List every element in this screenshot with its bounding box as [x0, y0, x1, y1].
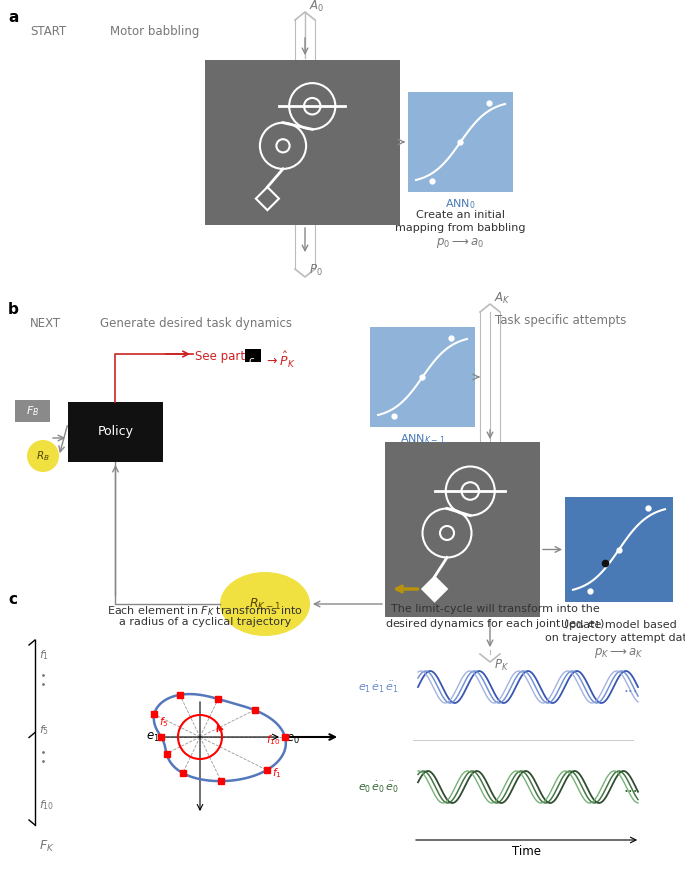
- Bar: [68, 402, 163, 462]
- Bar: [385, 442, 540, 617]
- FancyBboxPatch shape: [245, 349, 261, 362]
- Text: $P_0$: $P_0$: [309, 263, 323, 278]
- Text: Update model based: Update model based: [561, 620, 677, 630]
- Text: c: c: [8, 592, 17, 607]
- Text: $f_1$: $f_1$: [272, 766, 282, 780]
- Text: $e_1\,\dot{e}_1\,\ddot{e}_1$: $e_1\,\dot{e}_1\,\ddot{e}_1$: [358, 679, 399, 695]
- Text: $A_K$: $A_K$: [494, 291, 510, 306]
- Polygon shape: [423, 577, 447, 601]
- Text: $e_1$: $e_1$: [146, 731, 160, 744]
- Text: ANN$_{K-1}$: ANN$_{K-1}$: [400, 432, 445, 446]
- Text: $f_{10}$: $f_{10}$: [266, 733, 280, 747]
- Text: Motor babbling: Motor babbling: [110, 25, 199, 38]
- Text: on trajectory attempt data: on trajectory attempt data: [545, 633, 685, 643]
- Text: $e_0\,\dot{e}_0\,\ddot{e}_0$: $e_0\,\dot{e}_0\,\ddot{e}_0$: [358, 780, 399, 794]
- Text: Task specific attempts: Task specific attempts: [495, 314, 626, 327]
- Text: NEXT: NEXT: [30, 317, 61, 330]
- Text: mapping from babbling: mapping from babbling: [395, 223, 526, 233]
- Text: a radius of a cyclical trajectory: a radius of a cyclical trajectory: [119, 617, 291, 627]
- Text: $f_1$: $f_1$: [39, 648, 49, 662]
- Text: $f_{10}$: $f_{10}$: [39, 798, 54, 812]
- Bar: [15, 400, 50, 422]
- Text: START: START: [30, 25, 66, 38]
- Text: $e_0$: $e_0$: [286, 733, 300, 746]
- Circle shape: [27, 440, 59, 472]
- Text: $A_0$: $A_0$: [309, 0, 324, 14]
- Text: $F_K$: $F_K$: [39, 839, 55, 854]
- Text: ...: ...: [623, 780, 638, 794]
- Text: b: b: [8, 302, 19, 317]
- Text: Generate desired task dynamics: Generate desired task dynamics: [100, 317, 292, 330]
- Text: $f_5$: $f_5$: [159, 715, 169, 729]
- Text: $P_K$: $P_K$: [494, 658, 509, 673]
- Text: ANN$_0$: ANN$_0$: [445, 197, 476, 210]
- Text: The limit-cycle will transform into the: The limit-cycle will transform into the: [390, 604, 599, 614]
- Text: c.: c.: [249, 356, 258, 366]
- Text: $p_0 \longrightarrow a_0$: $p_0 \longrightarrow a_0$: [436, 236, 485, 250]
- Text: $f_5$: $f_5$: [39, 723, 49, 737]
- Text: ...: ...: [623, 679, 638, 695]
- Bar: [408, 92, 513, 192]
- Text: Time: Time: [512, 845, 541, 858]
- Text: $R_{K-1}$: $R_{K-1}$: [249, 596, 281, 612]
- Text: Each element in $F_K$ transforms into: Each element in $F_K$ transforms into: [107, 604, 303, 618]
- Bar: [370, 327, 475, 427]
- Text: $R_B$: $R_B$: [36, 449, 50, 463]
- Text: $F_B$: $F_B$: [26, 404, 39, 418]
- Text: See part: See part: [195, 350, 249, 363]
- Bar: [205, 60, 400, 225]
- Text: Create an initial: Create an initial: [416, 210, 505, 220]
- Text: desired dynamics for each joint ($e_0$, $e_1$): desired dynamics for each joint ($e_0$, …: [385, 617, 605, 631]
- Text: $p_K \longrightarrow a_K$: $p_K \longrightarrow a_K$: [594, 646, 644, 660]
- Text: $\rightarrow \hat{P}_K$: $\rightarrow \hat{P}_K$: [264, 350, 295, 370]
- Text: ANN$_K$: ANN$_K$: [603, 607, 635, 621]
- Text: Policy: Policy: [97, 425, 134, 438]
- Ellipse shape: [220, 572, 310, 636]
- Bar: [565, 497, 673, 602]
- Text: a: a: [8, 10, 18, 25]
